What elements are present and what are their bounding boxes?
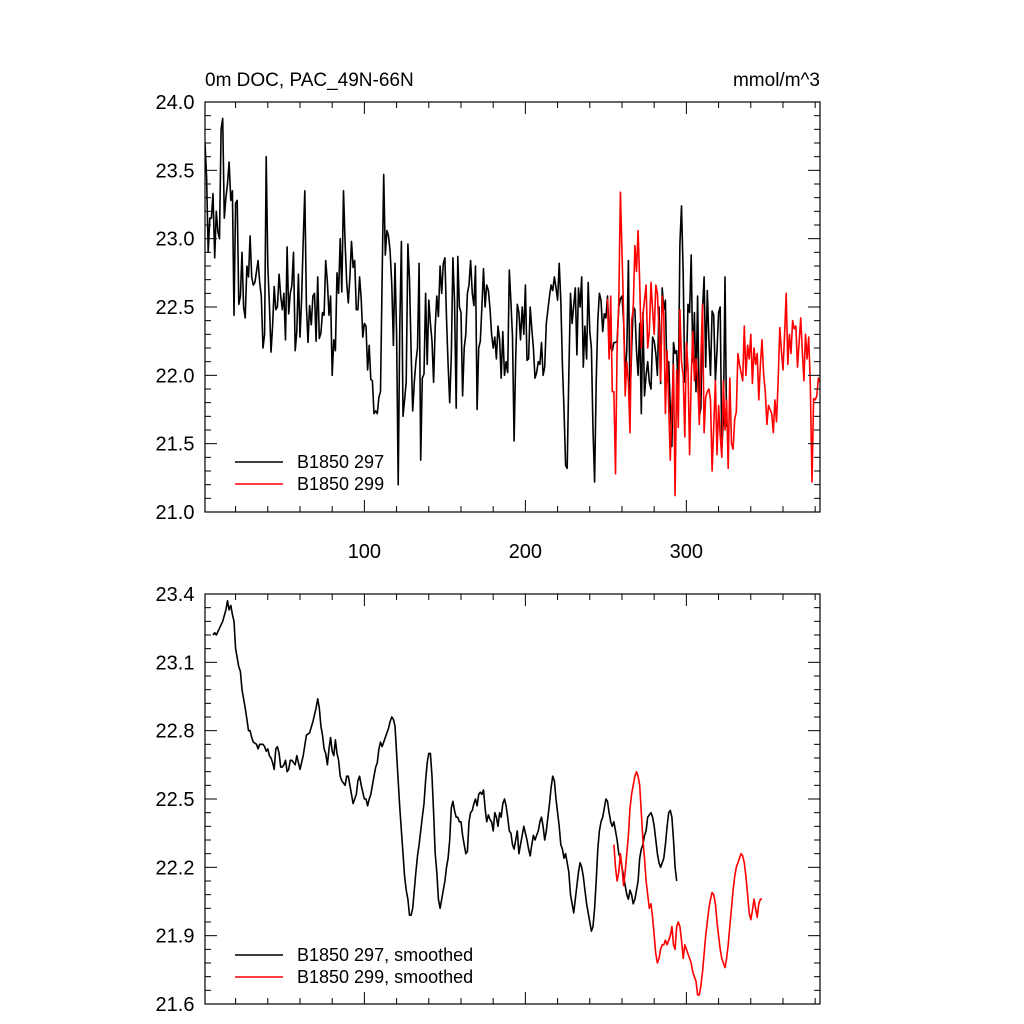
y-tick-label: 23.0 — [156, 229, 195, 251]
legend-label: B1850 297 — [297, 452, 384, 472]
y-tick-label: 23.4 — [156, 584, 195, 606]
y-tick-label: 22.2 — [156, 857, 195, 879]
top-panel: 0m DOC, PAC_49N-66N mmol/m^3 21.0 21.5 22.… — [156, 70, 821, 563]
y-tick-label: 22.5 — [156, 297, 195, 319]
y-tick-label: 23.1 — [156, 652, 195, 674]
y-tick-label: 21.5 — [156, 434, 195, 456]
y-tick-label: 22.8 — [156, 721, 195, 743]
series-line-b1850-297-smoothed — [212, 599, 678, 932]
legend-label: B1850 299 — [297, 474, 384, 494]
y-tick-label: 23.5 — [156, 160, 195, 182]
bottom-panel: 21.6 21.9 22.2 22.5 22.8 23.1 23.4 B1850 297, s… — [156, 584, 821, 1016]
y-tick-label: 22.5 — [156, 789, 195, 811]
x-tick-label: 100 — [348, 541, 381, 563]
series-line-b1850-299 — [606, 191, 820, 497]
y-tick-label: 22.0 — [156, 365, 195, 387]
y-tick-label: 21.9 — [156, 926, 195, 948]
x-tick-label: 200 — [509, 541, 542, 563]
y-tick-label: 24.0 — [156, 92, 195, 114]
top-chart-units: mmol/m^3 — [733, 70, 820, 91]
series-line-b1850-299-smoothed — [613, 770, 762, 996]
series-line-b1850-297 — [205, 117, 728, 486]
legend-label: B1850 299, smoothed — [297, 967, 473, 987]
x-tick-label: 300 — [670, 541, 703, 563]
y-tick-label: 21.6 — [156, 994, 195, 1016]
top-chart-title: 0m DOC, PAC_49N-66N — [205, 70, 414, 91]
y-tick-label: 21.0 — [156, 502, 195, 524]
legend-label: B1850 297, smoothed — [297, 945, 473, 965]
